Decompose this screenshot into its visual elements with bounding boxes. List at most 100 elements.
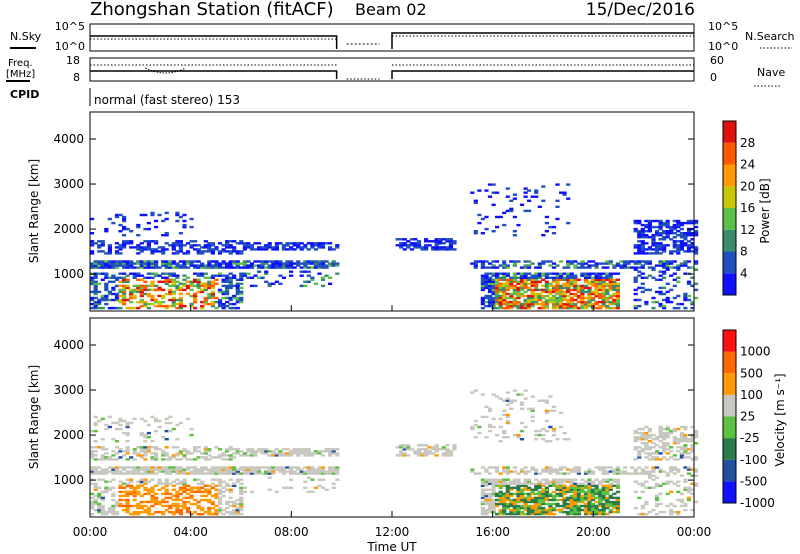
heatmap-cell: [413, 244, 418, 247]
heatmap-cell: [289, 266, 294, 269]
heatmap-cell: [555, 280, 560, 283]
heatmap-cell: [633, 506, 638, 510]
heatmap-cell: [484, 482, 489, 485]
heatmap-cell: [221, 480, 226, 483]
heatmap-cell: [313, 472, 318, 475]
heatmap-cell: [217, 478, 223, 481]
heatmap-cell: [331, 468, 336, 471]
heatmap-cell: [566, 262, 571, 265]
heatmap-cell: [612, 510, 617, 514]
heatmap-cell: [647, 246, 652, 249]
heatmap-cell: [175, 276, 180, 279]
heatmap-cell: [107, 506, 112, 510]
heatmap-cell: [480, 508, 485, 512]
heatmap-cell: [97, 506, 102, 510]
heatmap-cell: [413, 452, 418, 455]
heatmap-cell: [690, 450, 695, 453]
heatmap-cell: [591, 276, 596, 279]
heatmap-cell: [694, 268, 699, 271]
heatmap-cell: [157, 246, 162, 249]
heatmap-cell: [296, 450, 301, 453]
heatmap-cell: [562, 510, 567, 514]
heatmap-cell: [118, 417, 123, 421]
heatmap-cell: [132, 262, 137, 265]
heatmap-cell: [125, 448, 130, 451]
heatmap-cell: [541, 468, 546, 471]
heatmap-cell: [534, 470, 539, 473]
heatmap-cell: [249, 452, 255, 455]
heatmap-cell: [143, 488, 148, 491]
heatmap-cell: [125, 242, 130, 245]
heatmap-cell: [246, 260, 251, 263]
heatmap-cell: [644, 252, 649, 255]
heatmap-cell: [644, 425, 649, 429]
heatmap-cell: [146, 244, 151, 247]
heatmap-cell: [303, 486, 308, 489]
heatmap-cell: [100, 490, 105, 494]
heatmap-cell: [502, 470, 507, 473]
heatmap-cell: [615, 292, 620, 296]
heatmap-cell: [683, 478, 688, 481]
heatmap-cell: [573, 294, 578, 298]
heatmap-cell: [146, 302, 151, 306]
heatmap-cell: [576, 486, 581, 489]
heatmap-cell: [296, 246, 301, 249]
x-tick-label: 20:00: [576, 525, 611, 539]
heatmap-cell: [562, 266, 567, 269]
heatmap-cell: [683, 448, 688, 451]
heatmap-cell: [154, 496, 159, 500]
heatmap-cell: [608, 508, 613, 512]
heatmap-cell: [239, 490, 244, 494]
heatmap-cell: [317, 242, 322, 245]
heatmap-cell: [480, 484, 485, 487]
heatmap-cell: [647, 219, 652, 223]
heatmap-cell: [583, 266, 589, 269]
heatmap-cell: [654, 466, 660, 469]
heatmap-cell: [310, 266, 315, 269]
heatmap-cell: [239, 296, 244, 300]
x-tick-label: 12:00: [375, 525, 410, 539]
heatmap-cell: [257, 276, 262, 279]
heatmap-cell: [171, 280, 176, 283]
heatmap-cell: [651, 225, 656, 229]
colorbar-tick-label: 4: [740, 266, 748, 280]
heatmap-cell: [683, 444, 688, 447]
heatmap-cell: [662, 482, 667, 485]
heatmap-cell: [185, 417, 191, 421]
heatmap-cell: [154, 300, 159, 304]
heatmap-cell: [299, 448, 304, 451]
heatmap-cell: [612, 286, 617, 290]
heatmap-cell: [551, 429, 557, 433]
heatmap-cell: [555, 205, 560, 208]
heatmap-cell: [502, 262, 507, 265]
heatmap-cell: [178, 232, 183, 235]
heatmap-cell: [221, 296, 226, 300]
heatmap-cell: [548, 504, 553, 508]
heatmap-cell: [537, 496, 542, 500]
heatmap-cell: [573, 484, 578, 487]
heatmap-cell: [402, 448, 407, 451]
heatmap-cell: [107, 508, 112, 512]
heatmap-cell: [576, 508, 581, 512]
heatmap-cell: [303, 260, 308, 263]
heatmap-cell: [480, 480, 485, 483]
heatmap-cell: [487, 492, 493, 496]
heatmap-cell: [576, 300, 581, 304]
heatmap-cell: [562, 472, 567, 475]
heatmap-cell: [97, 244, 102, 247]
heatmap-cell: [516, 508, 521, 512]
heatmap-cell: [587, 468, 592, 471]
heatmap-cell: [672, 225, 677, 229]
heatmap-cell: [534, 191, 539, 194]
heatmap-cell: [90, 276, 95, 279]
heatmap-cell: [196, 274, 201, 277]
heatmap-cell: [573, 500, 578, 504]
heatmap-cell: [203, 284, 208, 288]
heatmap-cell: [583, 284, 589, 288]
heatmap-cell: [594, 290, 599, 294]
heatmap-cell: [651, 442, 656, 445]
heatmap-cell: [303, 264, 308, 267]
heatmap-cell: [502, 436, 507, 439]
heatmap-cell: [196, 446, 201, 449]
heatmap-cell: [100, 278, 105, 281]
